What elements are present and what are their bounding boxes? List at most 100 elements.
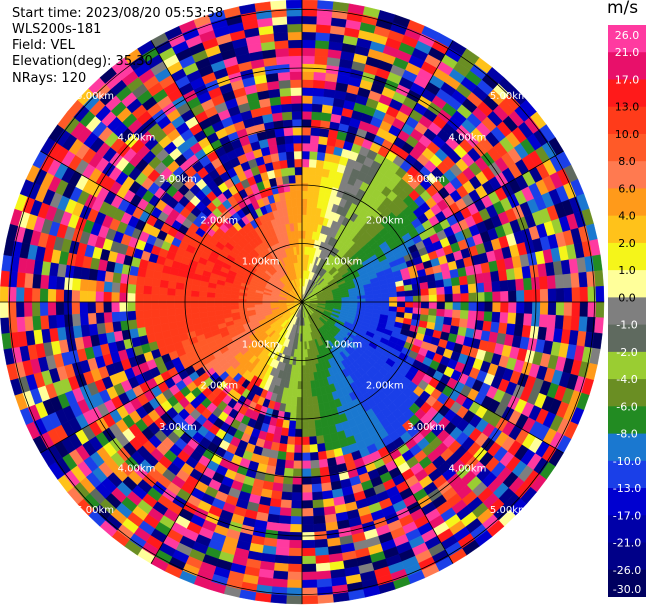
range-gate-cell	[190, 295, 200, 303]
range-gate-cell	[427, 280, 437, 289]
range-gate-cell	[275, 135, 286, 146]
colorbar-tick-label: 8.0	[618, 155, 636, 168]
range-gate-cell	[301, 47, 316, 57]
range-gate-cell	[499, 280, 509, 292]
range-gate-cell	[286, 436, 296, 446]
range-gate-cell	[308, 428, 317, 438]
range-gate-cell	[412, 295, 422, 303]
range-gate-cell	[174, 301, 184, 309]
range-gate-cell	[291, 111, 303, 120]
range-gate-cell	[311, 395, 319, 405]
range-gate-cell	[285, 143, 295, 153]
range-gate-cell	[293, 444, 303, 454]
colorbar-tick-label: -17.0	[613, 509, 641, 522]
range-gate-cell	[79, 301, 88, 314]
range-gate-cell	[166, 287, 176, 296]
range-gate-cell	[312, 515, 326, 525]
range-gate-cell	[301, 111, 313, 120]
range-gate-cell	[112, 271, 122, 284]
range-gate-cell	[381, 297, 390, 303]
range-gate-cell	[450, 317, 461, 328]
range-gate-cell	[515, 312, 525, 326]
range-gate-cell	[571, 301, 581, 317]
colorbar-tick-label: -30.0	[613, 583, 641, 596]
range-gate-cell	[280, 499, 292, 509]
range-gate-cell	[562, 315, 573, 331]
range-gate-cell	[198, 306, 208, 314]
range-gate-cell	[419, 281, 429, 290]
range-gate-cell	[273, 31, 289, 42]
range-gate-cell	[23, 272, 34, 289]
range-gate-cell	[307, 182, 315, 192]
elevation-label: Elevation(deg): 35.30	[12, 54, 153, 69]
range-gate-cell	[291, 484, 303, 493]
range-gate-cell	[295, 420, 303, 430]
range-gate-cell	[546, 275, 557, 290]
range-gate-cell	[395, 285, 405, 293]
range-gate-cell	[111, 301, 120, 313]
range-gate-cell	[301, 436, 310, 446]
range-gate-cell	[316, 151, 326, 161]
range-gate-cell	[301, 0, 319, 9]
range-gate-cell	[254, 592, 272, 603]
range-gate-cell	[428, 287, 438, 296]
range-gate-cell	[570, 315, 581, 332]
range-gate-cell	[288, 47, 303, 57]
range-gate-cell	[288, 547, 303, 557]
range-gate-cell	[297, 381, 303, 390]
range-gate-cell	[55, 314, 66, 329]
colorbar-tick-label: -2.0	[616, 346, 637, 359]
range-gate-cell	[309, 444, 319, 454]
range-gate-cell	[313, 411, 321, 421]
range-gate-cell	[554, 315, 565, 330]
range-gate-cell	[111, 291, 120, 303]
range-gate-cell	[292, 126, 303, 136]
range-gate-cell	[293, 222, 299, 232]
range-gate-cell	[320, 482, 333, 492]
range-gate-cell	[276, 143, 287, 154]
range-gate-cell	[404, 290, 414, 297]
range-gate-cell	[301, 412, 309, 422]
range-gate-cell	[278, 151, 288, 161]
range-gate-cell	[515, 278, 525, 292]
range-gate-cell	[159, 315, 169, 325]
range-gate-cell	[150, 309, 160, 319]
colorbar-tick-label: 6.0	[618, 182, 636, 195]
range-gate-cell	[293, 150, 303, 160]
range-gate-cell	[285, 150, 295, 160]
range-gate-cell	[310, 135, 320, 145]
range-gate-cell	[214, 305, 224, 312]
range-gate-cell	[290, 516, 303, 525]
range-gate-cell	[301, 571, 317, 581]
range-gate-cell	[516, 301, 525, 314]
colorbar-tick-label: 10.0	[615, 128, 640, 141]
range-gate-cell	[283, 467, 294, 477]
radar-rays	[0, 0, 605, 605]
range-gate-cell	[274, 127, 285, 138]
range-gate-cell	[279, 507, 292, 517]
range-gate-cell	[158, 294, 168, 303]
range-gate-cell	[291, 492, 303, 501]
range-gate-cell	[127, 310, 137, 321]
range-gate-cell	[426, 273, 436, 283]
range-gate-cell	[134, 301, 144, 311]
range-gate-cell	[290, 508, 303, 517]
range-gate-cell	[459, 310, 469, 320]
range-gate-cell	[134, 293, 144, 303]
range-gate-cell	[435, 279, 445, 289]
range-gate-cell	[298, 230, 303, 239]
range-gate-cell	[31, 287, 41, 303]
range-gate-cell	[276, 450, 287, 461]
range-gate-cell	[297, 222, 303, 231]
range-gate-cell	[389, 296, 398, 303]
range-gate-cell	[321, 104, 334, 114]
range-gate-cell	[595, 301, 605, 319]
range-gate-cell	[143, 276, 154, 287]
range-gate-cell	[301, 103, 313, 112]
range-gate-cell	[175, 314, 185, 323]
range-gate-cell	[301, 381, 307, 390]
range-gate-cell	[444, 301, 454, 311]
range-gate-cell	[428, 308, 438, 317]
range-gate-cell	[95, 312, 105, 324]
range-gate-cell	[301, 71, 315, 81]
